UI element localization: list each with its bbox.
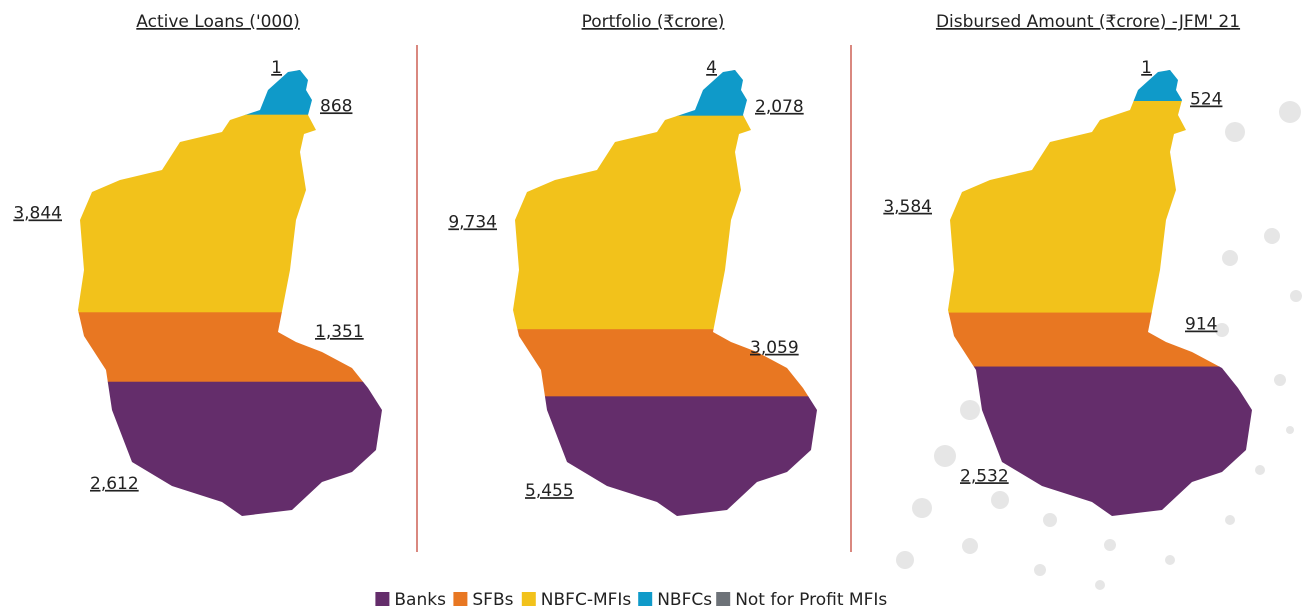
value-label: 524: [1190, 90, 1222, 110]
value-label: 5,455: [525, 481, 574, 501]
band: [78, 70, 382, 71]
value-label: 3,059: [750, 338, 799, 358]
band: [948, 70, 1252, 71]
legend-swatch: [638, 592, 653, 606]
band: [513, 70, 817, 71]
value-label: 9,734: [448, 212, 497, 232]
value-label: 4: [706, 58, 717, 78]
value-label: 1: [1141, 58, 1152, 78]
legend-label: NBFCs: [657, 590, 712, 610]
value-label: 1,351: [315, 322, 364, 342]
legend-swatch: [716, 592, 731, 606]
value-label: 3,584: [883, 197, 932, 217]
map: [948, 70, 1252, 516]
value-label: 2,078: [755, 97, 804, 117]
value-label: 2,532: [960, 466, 1009, 486]
legend-label: NBFC-MFIs: [541, 590, 632, 610]
value-label: 914: [1185, 315, 1217, 335]
value-label: 3,844: [13, 203, 62, 223]
chart-title: Active Loans ('000): [136, 12, 299, 32]
band: [78, 381, 382, 516]
band: [948, 100, 1252, 314]
legend-label: Not for Profit MFIs: [735, 590, 887, 610]
band: [78, 114, 382, 313]
legend-swatch: [521, 592, 536, 606]
value-label: 2,612: [90, 474, 139, 494]
value-label: 1: [271, 58, 282, 78]
map: [78, 70, 382, 516]
legend-swatch: [375, 592, 390, 606]
decor-dots: [896, 101, 1302, 590]
band: [948, 366, 1252, 516]
value-label: 868: [320, 96, 352, 116]
legend-swatch: [453, 592, 468, 606]
chart-title: Disbursed Amount (₹crore) -JFM' 21: [936, 12, 1240, 32]
chart-title: Portfolio (₹crore): [582, 12, 725, 32]
band: [513, 115, 817, 330]
map: [513, 70, 817, 516]
legend-label: SFBs: [472, 590, 513, 610]
legend-label: Banks: [394, 590, 446, 610]
